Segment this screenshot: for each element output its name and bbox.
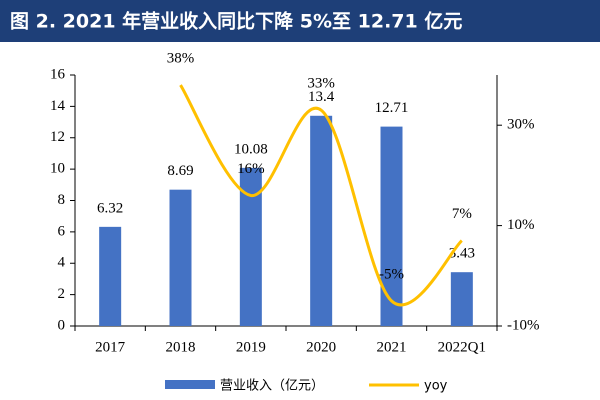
bar (310, 115, 333, 326)
bar-label: 13.4 (308, 89, 335, 105)
y-tick-label: 12 (50, 129, 65, 145)
x-tick-label: 2021 (377, 339, 407, 355)
y2-tick-label: 10% (507, 217, 535, 233)
y-tick-label: 14 (50, 98, 66, 114)
legend-label: yoy (424, 379, 448, 394)
y-tick-label: 2 (58, 286, 66, 302)
y-tick-label: 0 (58, 317, 66, 333)
legend-swatch (165, 380, 215, 389)
line-label: 33% (307, 76, 335, 92)
x-tick-label: 2022Q1 (438, 339, 486, 355)
line (179, 84, 463, 307)
x-tick-label: 2018 (166, 339, 196, 355)
y-tick-label: 16 (50, 66, 66, 82)
y2-tick-label: -10% (507, 317, 540, 333)
bar (450, 272, 473, 326)
line-label: 16% (237, 161, 265, 177)
line-label: 7% (452, 206, 472, 222)
y-tick-label: 10 (50, 161, 65, 177)
line-label: 38% (167, 50, 195, 66)
bar-label: 12.71 (375, 100, 409, 116)
bar (239, 167, 262, 326)
chart-title: 图 2. 2021 年营业收入同比下降 5%至 12.71 亿元 (10, 10, 462, 33)
y-tick-label: 6 (58, 223, 66, 239)
legend-label: 营业收入（亿元） (220, 379, 324, 394)
y-tick-label: 8 (58, 192, 66, 208)
bar-label: 8.69 (167, 163, 193, 179)
bar-label: 6.32 (97, 200, 123, 216)
x-tick-label: 2020 (306, 339, 336, 355)
line-label: -5% (379, 266, 404, 282)
bar (380, 126, 403, 326)
title-bar (0, 0, 600, 42)
bar (169, 189, 192, 326)
bar-label: 10.08 (234, 141, 268, 157)
y-tick-label: 4 (58, 255, 66, 271)
y2-tick-label: 30% (507, 117, 535, 133)
x-tick-label: 2019 (236, 339, 266, 355)
bar (99, 226, 122, 326)
x-tick-label: 2017 (95, 339, 126, 355)
